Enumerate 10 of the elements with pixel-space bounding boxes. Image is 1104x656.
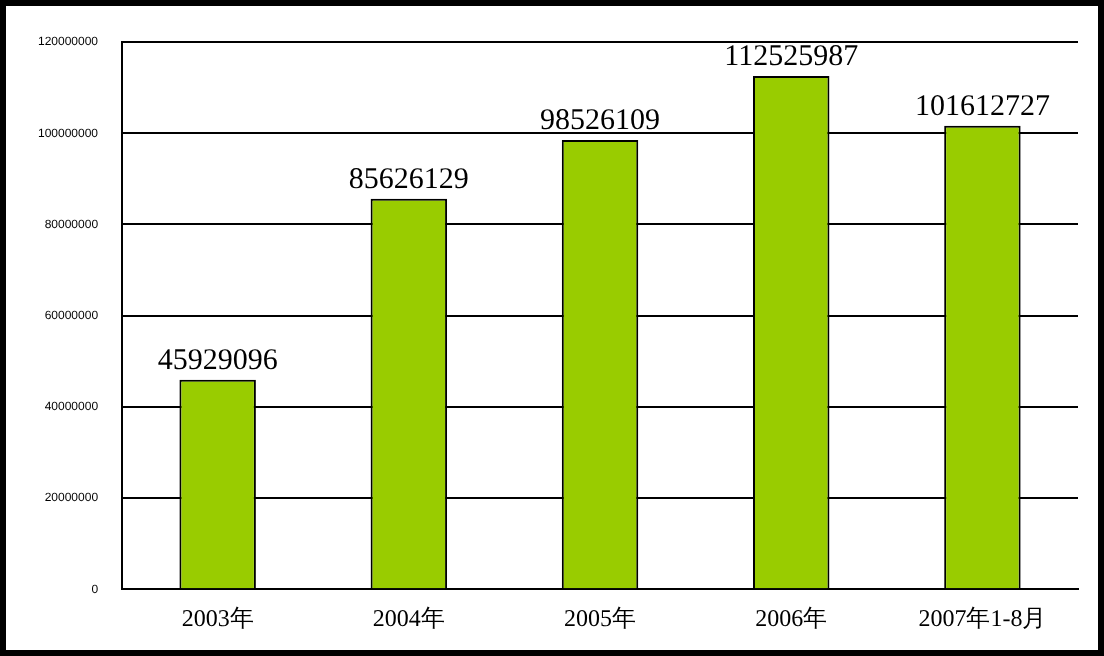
x-tick-label: 2005年: [564, 603, 637, 632]
data-label: 101612727: [914, 90, 1051, 123]
data-label: 112525987: [724, 40, 860, 73]
x-tick-label: 2007年1-8月: [918, 603, 1047, 632]
x-tick-label: 2004年: [372, 603, 445, 632]
data-label: 85626129: [348, 163, 469, 196]
x-tick-label: 2006年: [755, 603, 828, 632]
data-label: 45929096: [157, 344, 279, 377]
data-label: 98526109: [540, 104, 661, 137]
x-tick-label: 2003年: [181, 603, 254, 632]
